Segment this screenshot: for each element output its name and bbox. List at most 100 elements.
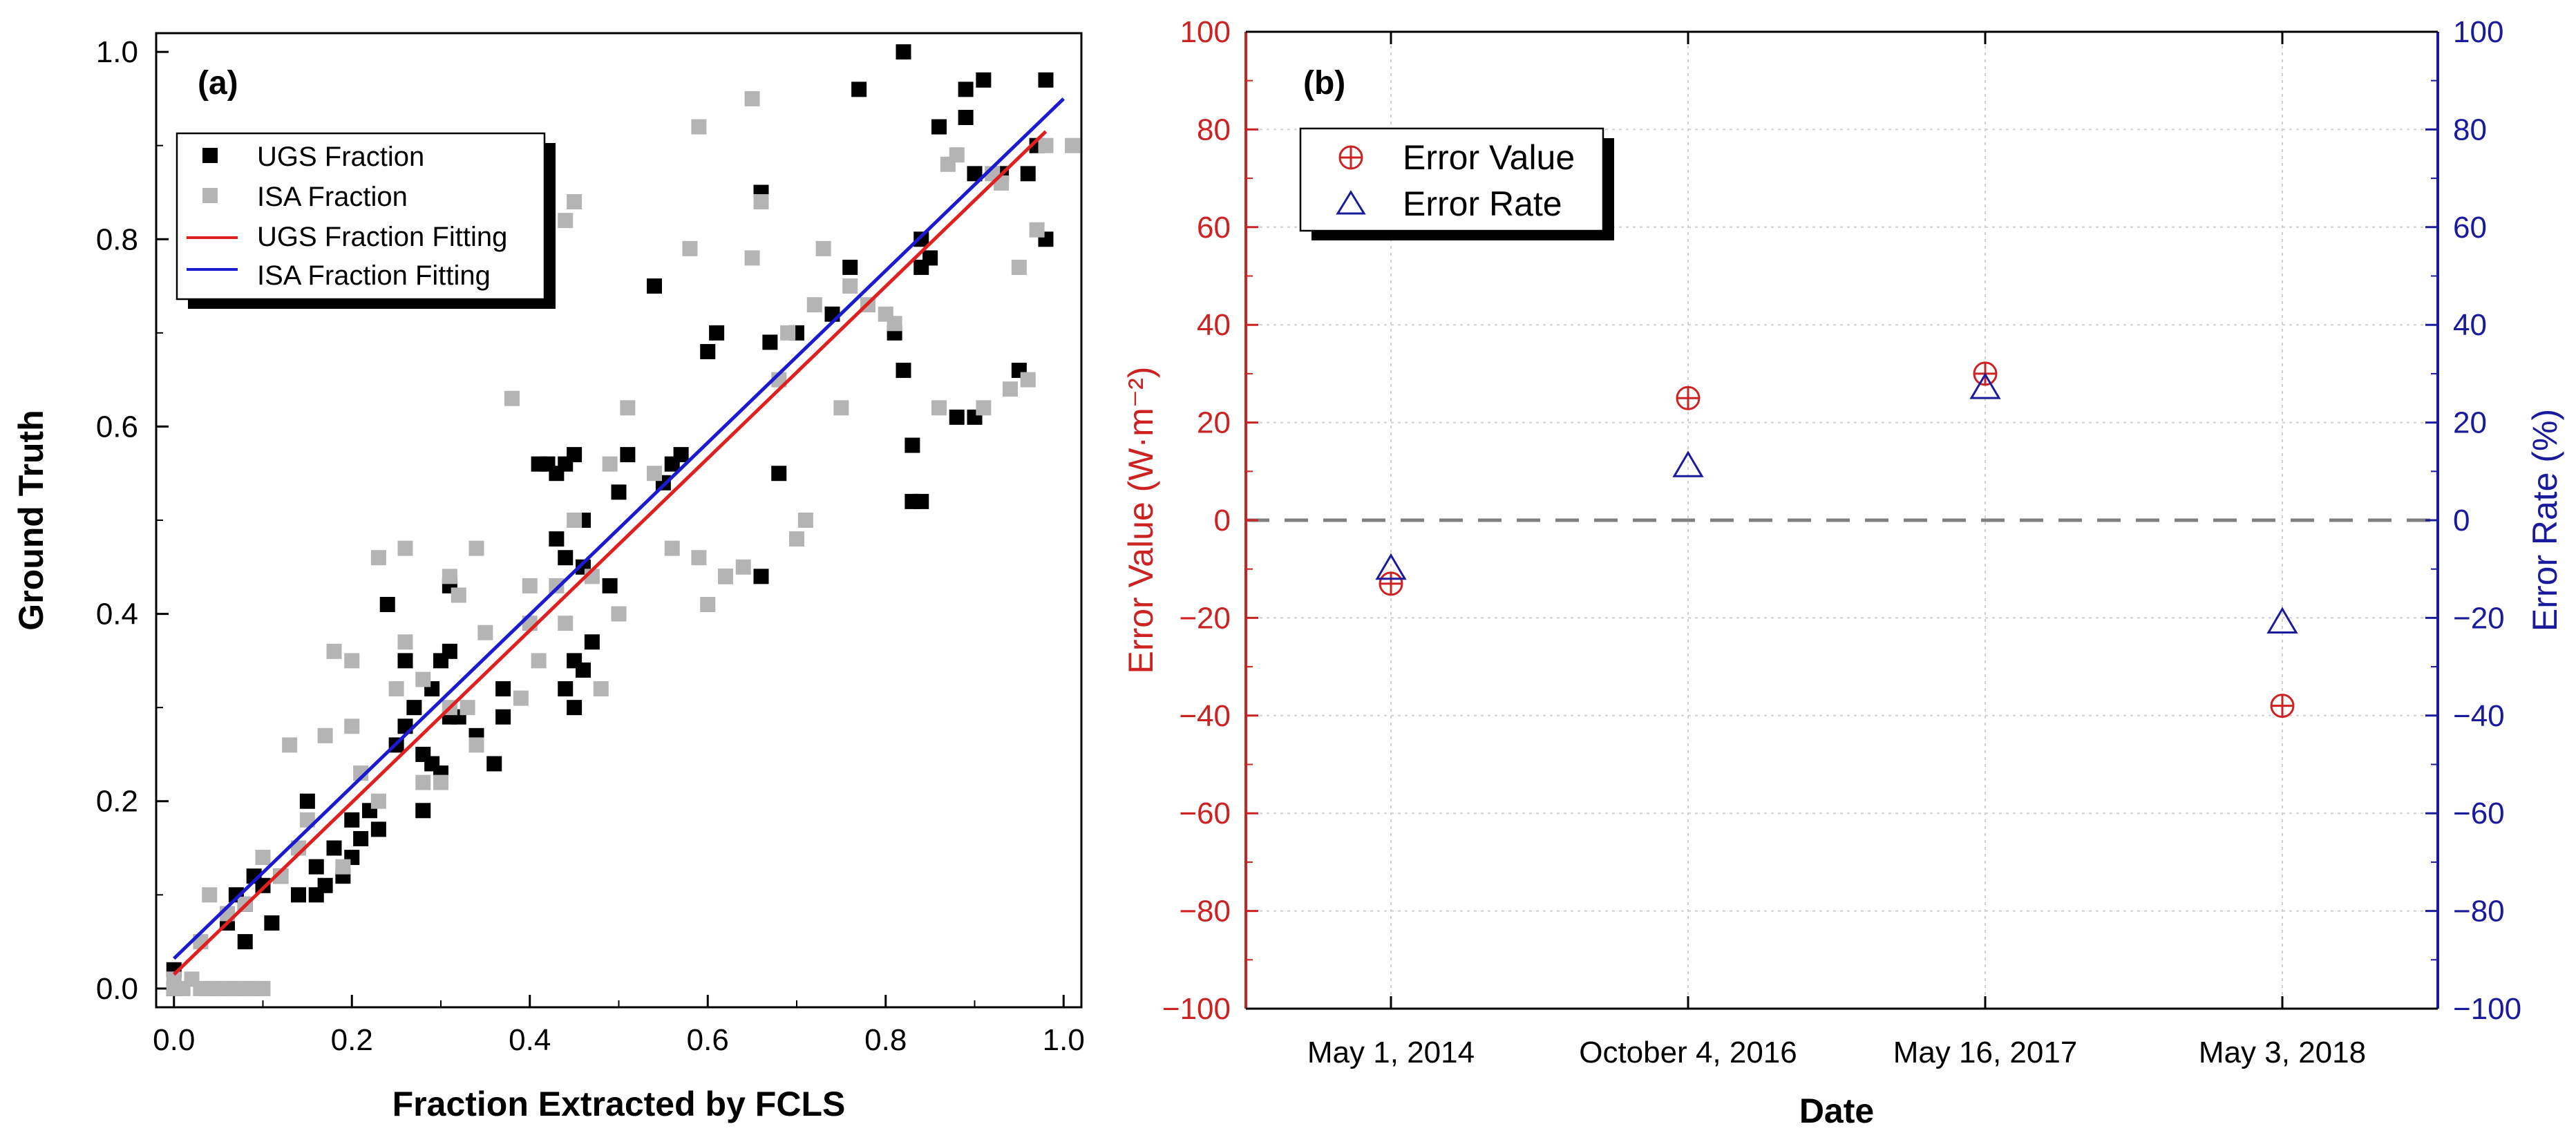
- panel-b-legend: Error Value Error Rate: [1299, 127, 1614, 240]
- error-rate-points: [1375, 372, 2298, 634]
- legend-marker-ugs: [202, 148, 218, 163]
- x-tick-label: 0.8: [864, 1023, 907, 1057]
- ugs-point: [317, 877, 333, 893]
- ugs-point: [958, 110, 974, 126]
- ugs-point: [976, 72, 992, 88]
- ugs-point: [442, 643, 457, 659]
- error-rate-point: [1969, 372, 2001, 399]
- isa-point: [620, 400, 636, 416]
- ugs-point: [495, 709, 511, 725]
- left-y-tick-label: 20: [1197, 406, 1231, 440]
- isa-point: [797, 513, 813, 528]
- legend-marker-error-rate: [1336, 190, 1366, 215]
- left-y-tick-label: −40: [1179, 699, 1231, 733]
- isa-point: [317, 727, 333, 743]
- error-value-point: [1676, 385, 1701, 410]
- left-y-axis-title: Error Value (W·m⁻²): [1121, 367, 1160, 674]
- panel-b: −100 −100 −80 −80 −60 −60 −40 −40 −20 −20 0 0 20 20 40…: [1121, 15, 2564, 1130]
- isa-point: [700, 597, 716, 613]
- legend-label-isa: ISA Fraction: [257, 182, 408, 212]
- panel-a-frame: [155, 32, 1083, 1009]
- isa-point: [370, 793, 386, 809]
- isa-point: [460, 700, 475, 716]
- isa-point: [388, 681, 404, 697]
- x-tick-label: May 16, 2017: [1893, 1036, 2078, 1069]
- ugs-point: [673, 447, 689, 463]
- isa-point: [531, 653, 547, 669]
- isa-point: [415, 774, 431, 790]
- isa-point: [976, 400, 992, 416]
- isa-point: [1029, 222, 1045, 238]
- isa-point: [353, 765, 369, 781]
- ugs-point: [558, 550, 574, 566]
- isa-point: [780, 325, 796, 341]
- x-tick-label: May 3, 2018: [2199, 1036, 2366, 1069]
- y-tick-label: 0.0: [96, 972, 138, 1006]
- isa-point: [1003, 381, 1018, 397]
- left-y-tick-label: 100: [1180, 15, 1231, 49]
- legend-box: [176, 132, 546, 301]
- isa-point: [949, 147, 965, 163]
- isa-point: [806, 297, 822, 313]
- isa-point: [1065, 137, 1081, 153]
- ugs-point: [567, 700, 583, 716]
- ugs-point: [611, 484, 627, 500]
- isa-point: [691, 550, 707, 566]
- ugs-point: [851, 82, 867, 97]
- isa-point: [504, 390, 520, 406]
- isa-point: [513, 690, 529, 706]
- isa-point: [647, 466, 662, 482]
- isa-point: [273, 868, 289, 884]
- ugs-point: [602, 578, 618, 593]
- ugs-point: [549, 531, 565, 547]
- panel-b-ticks: −100 −100 −80 −80 −60 −60 −40 −40 −20 −20 0 0 20 20 40…: [1162, 15, 2521, 1069]
- isa-point: [468, 540, 484, 556]
- y-tick-label: 0.8: [96, 222, 138, 256]
- ugs-point: [370, 821, 386, 837]
- isa-point: [282, 737, 298, 753]
- ugs-point: [1020, 166, 1036, 182]
- isa-fraction-points: [166, 91, 1081, 996]
- isa-point: [833, 400, 849, 416]
- isa-point: [593, 681, 609, 697]
- x-tick-label: 0.6: [687, 1023, 729, 1057]
- ugs-point: [397, 653, 413, 669]
- isa-point: [477, 625, 493, 640]
- ugs-point: [291, 887, 306, 903]
- ugs-point: [905, 437, 920, 453]
- right-y-tick-label: −100: [2453, 992, 2521, 1026]
- right-y-tick-label: 60: [2453, 211, 2487, 245]
- ugs-point: [415, 803, 431, 819]
- error-rate-point: [1375, 553, 1407, 580]
- legend-label-ugs-fitting: UGS Fraction Fitting: [257, 222, 507, 252]
- x-tick-label: May 1, 2014: [1307, 1036, 1475, 1069]
- x-tick-label: October 4, 2016: [1579, 1036, 1797, 1069]
- ugs-point: [353, 830, 369, 846]
- right-y-tick-label: 80: [2453, 113, 2487, 146]
- isa-point: [415, 672, 431, 687]
- panel-a-y-axis-title: Ground Truth: [12, 410, 50, 630]
- isa-point: [664, 540, 680, 556]
- isa-point: [522, 578, 538, 593]
- legend-marker-error-value: [1338, 145, 1363, 170]
- legend-label-error-rate: Error Rate: [1403, 184, 1562, 223]
- error-value-point: [2270, 694, 2295, 718]
- panel-a-x-axis-title: Fraction Extracted by FCLS: [392, 1085, 846, 1123]
- isa-point: [202, 887, 218, 903]
- ugs-point: [1038, 72, 1054, 88]
- fitting-lines: [173, 97, 1065, 976]
- isa-point: [451, 587, 466, 603]
- x-tick-label: 1.0: [1043, 1023, 1085, 1057]
- isa-point: [744, 91, 760, 106]
- isa-point: [433, 774, 448, 790]
- ugs-point: [842, 259, 858, 275]
- panel-b-grid: [1246, 32, 2438, 1009]
- ugs-point: [700, 343, 716, 359]
- panel-a-ticks: 0.0 0.0 0.2 0.2 0.4 0.4 0.6 0.6 0.8 0.8 1.0 1.0: [96, 35, 1085, 1057]
- isa-point: [370, 550, 386, 566]
- ugs-point: [558, 681, 574, 697]
- isa-point: [558, 616, 574, 631]
- isa-point: [397, 634, 413, 650]
- legend-label-ugs: UGS Fraction: [257, 142, 424, 172]
